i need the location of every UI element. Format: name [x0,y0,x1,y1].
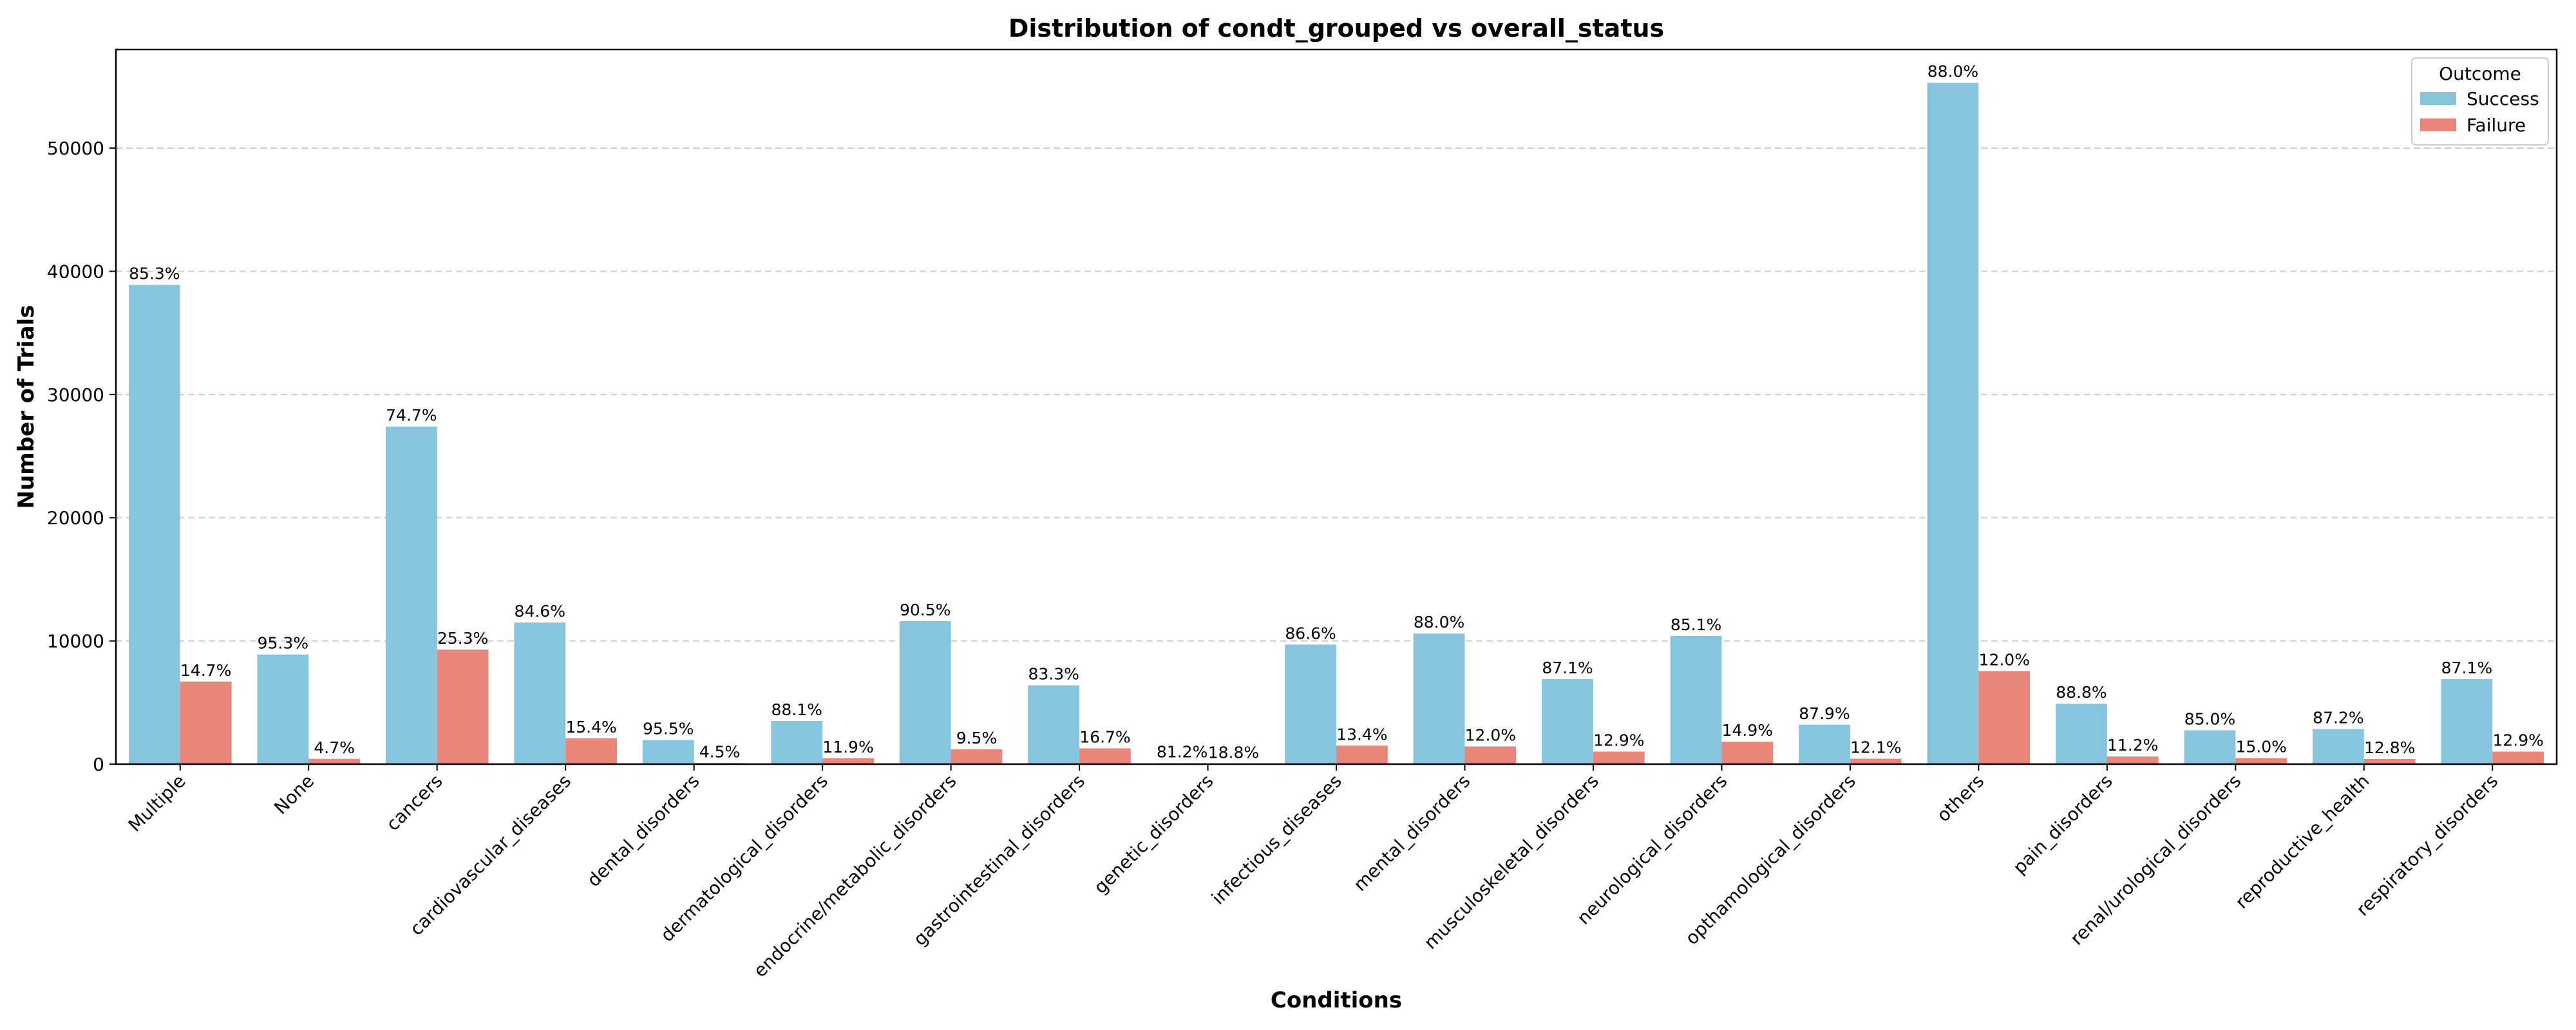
y-tick-label: 40000 [47,261,104,282]
bar-failure [180,681,232,764]
chart-title: Distribution of condt_grouped vs overall… [1009,14,1664,42]
bar-failure [1850,758,1902,764]
bar-label-success: 88.0% [1927,62,1978,81]
bar-label-success: 86.6% [1285,624,1336,642]
bar-success [1413,633,1465,764]
bar-label-failure: 25.3% [437,629,488,648]
bar-success [257,654,309,764]
bar-label-failure: 9.5% [956,729,998,747]
bar-label-success: 83.3% [1028,665,1079,684]
bar-failure [822,758,874,764]
bar-label-failure: 14.9% [1722,721,1773,740]
bar-label-failure: 14.7% [180,661,231,680]
bar-label-success: 88.0% [1414,613,1464,632]
bar-label-success: 87.1% [1542,659,1593,677]
y-tick-label: 30000 [47,384,104,406]
bar-label-failure: 11.2% [2107,736,2158,754]
bar-success [1285,644,1336,764]
bar-label-failure: 12.8% [2364,738,2415,757]
bar-success [1028,685,1080,764]
bar-label-failure: 15.4% [565,718,616,736]
y-tick-label: 0 [93,754,104,775]
bar-label-success: 84.6% [515,602,565,621]
bar-failure [2235,758,2287,764]
bar-failure [1721,742,1774,764]
bar-label-success: 95.3% [258,634,308,653]
bar-failure [1464,746,1517,764]
bar-failure [565,738,617,764]
y-tick-label: 10000 [47,631,104,652]
bar-success [642,740,694,764]
bar-success [2056,704,2107,764]
bar-success [1670,635,1722,764]
legend: Outcome Success Failure [2411,57,2549,145]
bar-label-success: 87.9% [1799,704,1850,723]
legend-swatch-failure [2420,118,2456,131]
y-axis-ticks: 0 10000 20000 30000 40000 50000 [47,138,116,775]
bar-success [385,426,437,764]
bar-success [899,621,951,764]
bar-label-success: 88.8% [2056,683,2107,702]
bar-label-success: 85.3% [129,265,180,283]
bar-success [514,622,566,764]
bar-label-failure: 4.5% [699,742,741,761]
bar-failure [1978,671,2031,764]
bar-label-failure: 12.0% [1979,651,2030,670]
legend-swatch-success [2420,92,2456,105]
bar-label-success: 81.2% [1157,743,1208,762]
bar-success [128,285,180,764]
x-axis-label: Conditions [1271,988,1402,1013]
y-tick-label: 20000 [47,507,104,529]
bars [128,82,2544,765]
bar-label-success: 85.1% [1671,615,1721,634]
bar-failure [437,650,489,764]
bar-value-labels: 85.3% 95.3% 74.7% 84.6% 95.5% 88.1% 90.5% 83.3%… [129,62,2544,762]
bar-success [2313,729,2364,764]
legend-label-failure: Failure [2467,115,2526,136]
bar-failure [2492,751,2544,764]
bar-label-failure: 12.0% [1465,726,1516,744]
bar-success [2184,730,2236,764]
bar-failure [1336,745,1388,764]
bar-label-success: 88.1% [771,700,822,719]
bar-label-failure: 12.1% [1850,738,1901,757]
bar-success [1542,679,1593,764]
bar-success [771,721,823,764]
bar-label-success: 87.2% [2313,708,2363,727]
bar-label-success: 85.0% [2184,709,2235,728]
bar-label-failure: 4.7% [314,738,355,757]
bar-label-success: 87.1% [2441,659,2492,677]
bar-label-failure: 11.9% [822,738,873,756]
bar-failure [2363,758,2416,764]
y-axis-label: Number of Trials [14,305,39,509]
bar-label-success: 95.5% [643,720,694,738]
bar-success [1927,82,1979,765]
bar-label-failure: 15.0% [2235,738,2286,756]
bar-label-failure: 16.7% [1079,728,1130,747]
bar-failure [951,749,1003,764]
bar-label-failure: 12.9% [2492,731,2543,749]
bar-failure [308,758,360,764]
bar-label-success: 74.7% [386,406,437,425]
legend-title: Outcome [2439,63,2521,84]
bar-label-success: 90.5% [900,601,951,619]
bar-label-failure: 12.9% [1593,731,1644,749]
legend-label-success: Success [2467,88,2539,109]
bar-success [2441,679,2493,764]
bar-success [1799,724,1850,764]
bar-failure [1593,751,1645,764]
bar-label-failure: 13.4% [1336,725,1387,744]
bar-failure [1079,748,1131,764]
y-tick-label: 50000 [47,138,104,159]
bar-label-failure: 18.8% [1208,744,1259,762]
bar-failure [2107,756,2159,764]
